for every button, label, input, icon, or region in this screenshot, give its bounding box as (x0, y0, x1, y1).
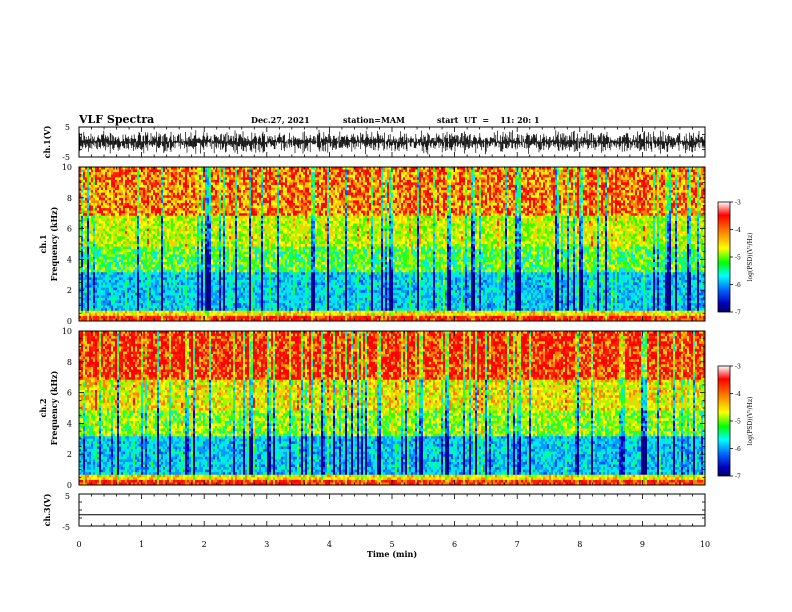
time-tick-5: 5 (389, 540, 394, 549)
ch1-colorbar-gradient (717, 201, 731, 313)
ch1-waveform-trace (79, 129, 705, 155)
ch1-spec-ytick-6: 6 (67, 225, 72, 234)
time-tick-3: 3 (264, 540, 269, 549)
ch1-spec-ytick-10: 10 (62, 163, 72, 172)
ch2-spec-ytick-2: 2 (67, 450, 72, 459)
time-tick-6: 6 (452, 540, 457, 549)
ch1-spec-ytick-4: 4 (67, 255, 72, 264)
ch2-colorbar-tick-neg5: -5 (735, 419, 741, 426)
time-axis-label: Time (min) (367, 549, 417, 559)
time-tick-8: 8 (577, 540, 582, 549)
ch2-spec-ytick-10: 10 (62, 327, 72, 336)
figure-title: VLF Spectra (78, 113, 154, 126)
ch1-waveform-ylabel: ch.1(V) (42, 125, 52, 158)
time-tick-9: 9 (640, 540, 645, 549)
ch1-waveform-panel: 5 -5 ch.1(V) (42, 123, 706, 162)
ch2-colorbar-tick-neg4: -4 (735, 391, 741, 398)
ch2-colorbar-label: log(PSD)(V²/Hz) (747, 397, 754, 446)
ch2-spectrogram-panel: 0 2 4 6 8 10 ch.2 Frequency (kHz) (38, 327, 706, 490)
time-tick-0: 0 (76, 540, 81, 549)
ch2-spec-ytick-8: 8 (67, 358, 72, 367)
ch2-spec-ytick-6: 6 (67, 389, 72, 398)
ch1-spectrogram-panel: 0 2 4 6 8 10 ch.1 Frequency (kHz) (38, 163, 706, 326)
ch1-spec-ylabel-frequency: Frequency (kHz) (49, 206, 59, 281)
ch3-waveform-ylabel: ch.3(V) (42, 493, 52, 526)
ch1-ytick-top: 5 (65, 123, 70, 132)
time-tick-7: 7 (515, 540, 520, 549)
ch1-colorbar-tick-neg7: -7 (735, 310, 741, 317)
ch3-ytick-bottom: -5 (62, 523, 70, 532)
ch1-colorbar-tick-neg4: -4 (735, 227, 741, 234)
ch1-spec-ytick-8: 8 (67, 194, 72, 203)
ch3-ytick-top: 5 (65, 492, 70, 501)
time-tick-2: 2 (202, 540, 207, 549)
ch2-spec-ytick-4: 4 (67, 419, 72, 428)
time-axis-tick-labels: 0 1 2 3 4 5 6 7 8 9 10 (76, 540, 710, 549)
ch2-spectrogram-image (79, 331, 705, 485)
ch2-spec-ylabel-frequency: Frequency (kHz) (49, 370, 59, 445)
ch3-waveform-frame (78, 493, 706, 527)
ch1-colorbar-label: log(PSD)(V²/Hz) (747, 233, 754, 282)
ch1-colorbar-tick-neg6: -6 (735, 282, 741, 289)
time-tick-10: 10 (700, 540, 710, 549)
ch1-spec-ytick-2: 2 (67, 286, 72, 295)
ch1-colorbar-tick-neg5: -5 (735, 255, 741, 262)
station-label: station=MAM (343, 115, 405, 125)
ch2-colorbar-tick-neg6: -6 (735, 446, 741, 453)
ch2-colorbar: -3 -4 -5 -6 -7 log(PSD)(V²/Hz) (717, 364, 754, 481)
ch1-ytick-bottom: -5 (62, 153, 70, 162)
time-tick-4: 4 (327, 540, 332, 549)
ch1-spec-ylabel-channel: ch.1 (38, 234, 48, 253)
ch3-waveform-panel: 5 -5 ch.3(V) (42, 492, 706, 532)
ch1-colorbar: -3 -4 -5 -6 -7 log(PSD)(V²/Hz) (717, 200, 754, 317)
ch1-waveform-path (79, 129, 705, 155)
ch2-spec-ylabel-channel: ch.2 (38, 398, 48, 417)
time-tick-1: 1 (139, 540, 144, 549)
ch2-spec-ytick-0: 0 (67, 481, 72, 490)
ch2-colorbar-gradient (717, 365, 731, 477)
ch2-colorbar-tick-neg7: -7 (735, 474, 741, 481)
ch1-colorbar-tick-neg3: -3 (735, 200, 741, 207)
date-label: Dec.27, 2021 (251, 115, 310, 125)
ch2-colorbar-tick-neg3: -3 (735, 364, 741, 371)
ch1-spec-ytick-0: 0 (67, 317, 72, 326)
start-time-label: start UT = 11: 20: 1 (437, 115, 540, 125)
ch1-spectrogram-image (79, 167, 705, 321)
